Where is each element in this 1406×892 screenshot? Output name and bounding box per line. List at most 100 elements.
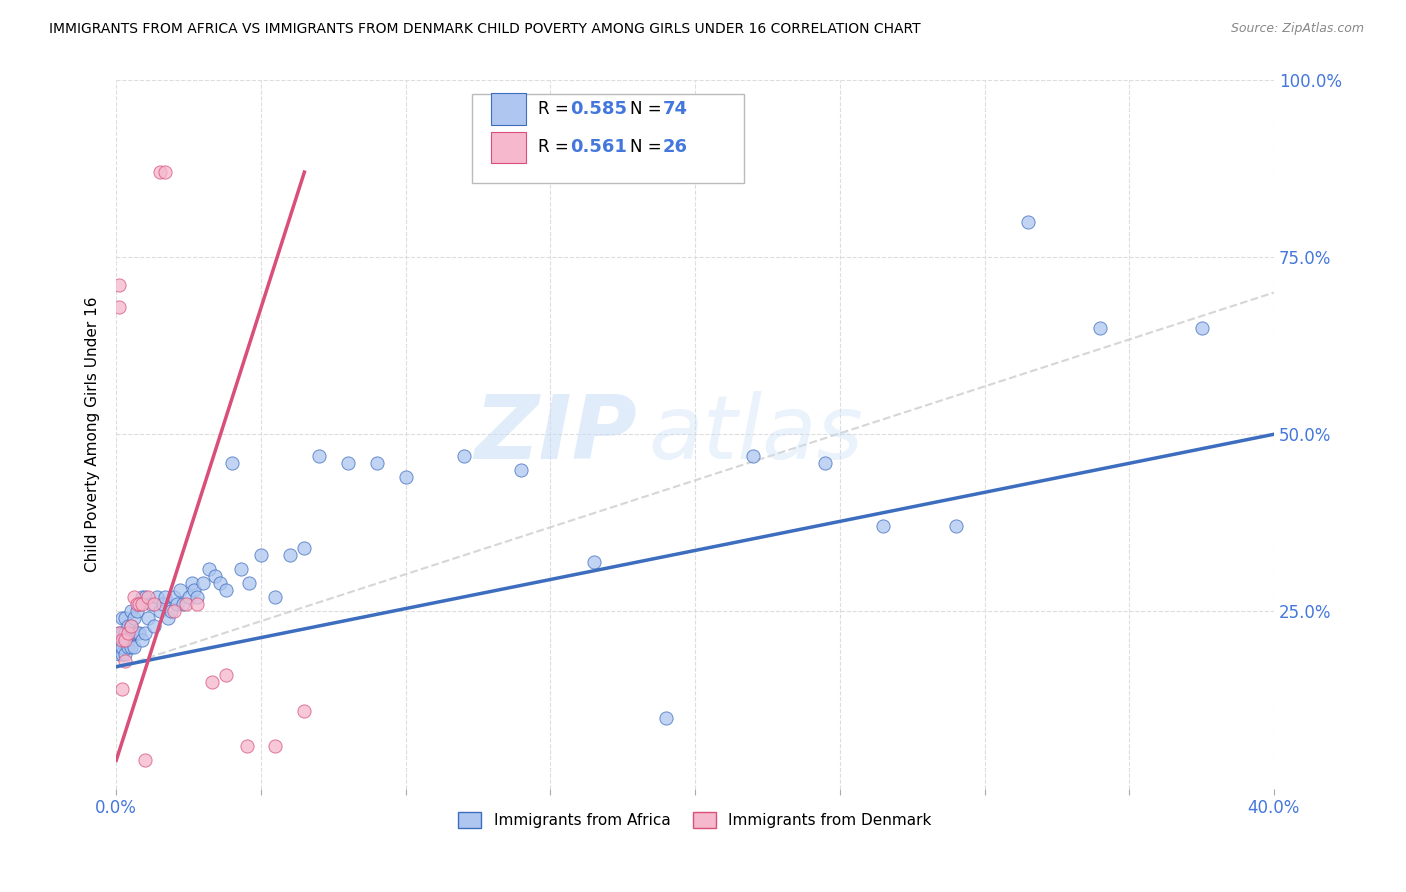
Point [157,611,180,625]
Point [128,597,150,611]
Text: N =: N = [630,138,666,156]
Point [186,597,208,611]
Point [174,597,197,611]
Point [215,668,238,682]
Point [108,300,131,314]
Point [742,449,765,463]
Bar [491,94,526,125]
Point [134,591,156,605]
Point [128,625,150,640]
Point [122,591,145,605]
Point [120,604,142,618]
Point [108,278,131,293]
Point [146,591,169,605]
Point [264,591,287,605]
Bar [491,132,526,163]
Point [453,449,475,463]
Point [204,569,226,583]
Point [1090,321,1112,335]
Point [155,591,177,605]
Point [108,640,131,654]
Point [117,640,139,654]
Point [814,456,837,470]
Point [166,597,188,611]
Text: N =: N = [630,100,666,118]
Point [111,625,134,640]
Point [114,611,136,625]
FancyBboxPatch shape [471,95,744,183]
Point [155,165,177,179]
Point [160,604,183,618]
Point [250,548,273,562]
Point [308,449,330,463]
Text: 74: 74 [662,100,688,118]
Point [114,647,136,661]
Point [114,632,136,647]
Point [177,591,200,605]
Point [131,632,153,647]
Point [142,597,165,611]
Point [366,456,388,470]
Text: ZIP: ZIP [474,391,637,478]
Point [152,597,174,611]
Text: Source: ZipAtlas.com: Source: ZipAtlas.com [1230,22,1364,36]
Point [221,456,243,470]
Point [235,739,257,753]
Text: IMMIGRANTS FROM AFRICA VS IMMIGRANTS FROM DENMARK CHILD POVERTY AMONG GIRLS UNDE: IMMIGRANTS FROM AFRICA VS IMMIGRANTS FRO… [49,22,921,37]
Point [139,597,162,611]
Point [215,583,238,598]
Point [120,625,142,640]
Point [142,618,165,632]
Legend: Immigrants from Africa, Immigrants from Denmark: Immigrants from Africa, Immigrants from … [453,805,938,834]
Point [510,463,533,477]
Point [125,597,148,611]
Point [125,604,148,618]
Text: 0.561: 0.561 [569,138,627,156]
Text: R =: R = [537,138,574,156]
Point [108,632,131,647]
Text: 0.585: 0.585 [569,100,627,118]
Point [108,647,131,661]
Point [136,591,159,605]
Point [108,625,131,640]
Point [1017,215,1039,229]
Point [117,618,139,632]
Point [134,625,156,640]
Point [238,576,260,591]
Text: atlas: atlas [648,392,863,477]
Point [229,562,252,576]
Point [278,548,301,562]
Point [180,576,202,591]
Point [872,519,894,533]
Point [582,555,605,569]
Point [111,640,134,654]
Point [292,541,315,555]
Point [122,640,145,654]
Point [149,604,172,618]
Point [134,753,156,767]
Point [125,625,148,640]
Point [122,611,145,625]
Point [117,632,139,647]
Point [131,597,153,611]
Point [191,576,214,591]
Point [120,640,142,654]
Point [117,625,139,640]
Point [122,625,145,640]
Text: 26: 26 [662,138,688,156]
Point [114,654,136,668]
Point [108,625,131,640]
Point [169,583,191,598]
Point [131,591,153,605]
Y-axis label: Child Poverty Among Girls Under 16: Child Poverty Among Girls Under 16 [86,296,100,572]
Point [111,611,134,625]
Point [292,704,315,718]
Point [183,583,205,598]
Point [198,562,221,576]
Point [114,625,136,640]
Point [1191,321,1213,335]
Point [264,739,287,753]
Point [136,611,159,625]
Point [172,597,194,611]
Point [201,675,224,690]
